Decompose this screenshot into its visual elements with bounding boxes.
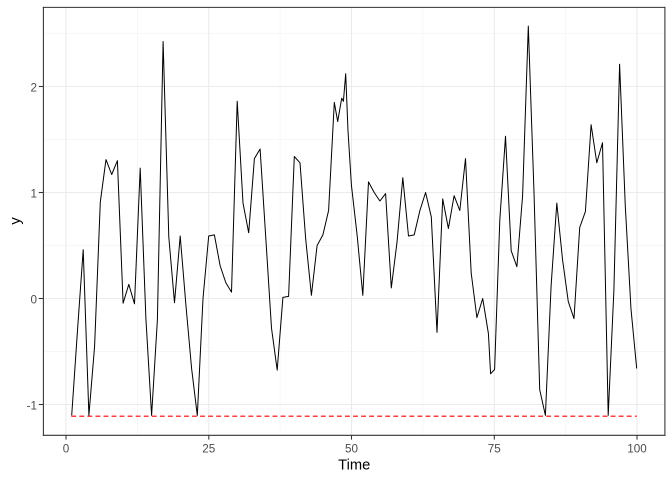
svg-text:Time: Time bbox=[338, 457, 370, 473]
svg-text:2: 2 bbox=[30, 82, 37, 95]
svg-text:100: 100 bbox=[627, 442, 647, 455]
svg-text:-1: -1 bbox=[27, 400, 37, 413]
svg-text:25: 25 bbox=[202, 442, 216, 455]
svg-text:50: 50 bbox=[345, 442, 359, 455]
svg-text:0: 0 bbox=[30, 294, 37, 307]
svg-text:75: 75 bbox=[488, 442, 502, 455]
svg-text:1: 1 bbox=[30, 188, 37, 201]
svg-text:0: 0 bbox=[63, 442, 70, 455]
svg-text:y: y bbox=[8, 217, 24, 225]
